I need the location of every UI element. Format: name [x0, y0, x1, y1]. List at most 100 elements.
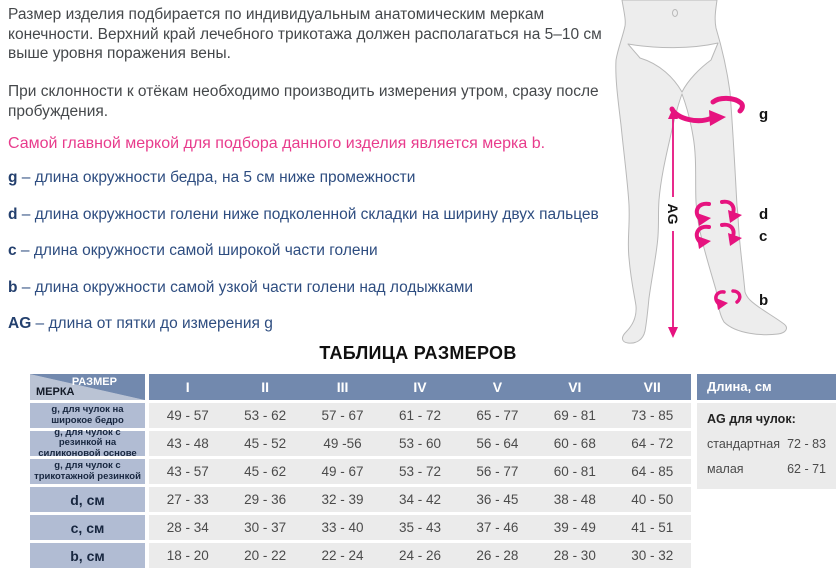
size-col-header: V: [492, 379, 503, 395]
d-point-label: d: [759, 206, 768, 223]
corner-measure-word: МЕРКА: [36, 386, 75, 398]
size-col-header: VII: [643, 379, 661, 395]
table-cell: 56 - 77: [476, 464, 519, 479]
table-cell: 53 - 60: [398, 436, 441, 451]
table-cell: 30 - 37: [244, 520, 287, 535]
table-cell: 64 - 85: [631, 464, 674, 479]
table-cell: 45 - 52: [244, 436, 287, 451]
size-col-headers: I II III IV V VI VII: [149, 374, 691, 400]
intro-paragraph-1: Размер изделия подбирается по индивидуал…: [8, 6, 602, 62]
length-panel-rows: стандартная 72 - 83 малая 62 - 71: [707, 437, 826, 476]
table-cell: 73 - 85: [631, 408, 674, 423]
measurement-key: b: [8, 278, 18, 296]
table-cell: 30 - 32: [631, 548, 674, 563]
table-cell: 43 - 48: [166, 436, 209, 451]
table-cell: 34 - 42: [398, 492, 441, 507]
intro-paragraph-2: При склонности к отёкам необходимо произ…: [8, 83, 599, 120]
row-label: c, см: [30, 515, 145, 540]
table-cell: 65 - 77: [476, 408, 519, 423]
size-table-header-row: РАЗМЕР МЕРКА I II III IV V VI VII: [30, 374, 691, 400]
row-values: 18 - 20 20 - 22 22 - 24 24 - 26 26 - 28 28 - …: [149, 543, 691, 568]
table-row: g, для чулок с трикотажной резинкой 43 - …: [30, 459, 691, 484]
measurement-desc: – длина окружности самой широкой части г…: [16, 242, 378, 259]
intro-highlight: Самой главной меркой для подбора данного…: [8, 135, 546, 152]
d-arrow: [694, 199, 742, 226]
b-arrow: [714, 289, 742, 310]
measurement-key: c: [8, 242, 17, 259]
table-row: d, см 27 - 33 29 - 36 32 - 39 34 - 42 36 - 45…: [30, 487, 691, 512]
table-cell: 29 - 36: [244, 492, 287, 507]
c-arrow: [694, 222, 742, 249]
size-col-header: IV: [413, 379, 427, 395]
size-col-header: III: [336, 379, 349, 395]
table-cell: 28 - 34: [166, 520, 209, 535]
table-cell: 49 - 67: [321, 464, 364, 479]
measurement-def-ag: AG – длина от пятки до измерения g: [8, 314, 628, 334]
length-panel-body: AG для чулок: стандартная 72 - 83 малая 62 …: [697, 403, 836, 489]
length-row: стандартная 72 - 83: [707, 437, 826, 451]
table-cell: 20 - 22: [244, 548, 287, 563]
g-arrow: [669, 95, 745, 126]
table-cell: 36 - 45: [476, 492, 519, 507]
row-values: 49 - 57 53 - 62 57 - 67 61 - 72 65 - 77 69 - …: [149, 403, 691, 428]
row-label: g, для чулок с трикотажной резинкой: [30, 459, 145, 484]
ag-label: AG: [665, 204, 681, 225]
b-point-label: b: [759, 292, 768, 309]
table-cell: 49 -56: [323, 436, 362, 451]
length-row-value: 72 - 83: [787, 437, 826, 451]
length-row-label: стандартная: [707, 437, 780, 451]
panty: [627, 42, 719, 93]
length-row-value: 62 - 71: [787, 462, 826, 476]
g-point-label: g: [759, 106, 768, 123]
table-cell: 26 - 28: [476, 548, 519, 563]
measurement-desc: – длина окружности самой узкой части гол…: [17, 278, 474, 296]
table-cell: 57 - 67: [321, 408, 364, 423]
measurement-def-b: b – длина окружности самой узкой части г…: [8, 278, 628, 298]
row-label: b, см: [30, 543, 145, 568]
table-cell: 18 - 20: [166, 548, 209, 563]
length-panel-subtitle: AG для чулок:: [707, 412, 796, 426]
table-cell: 45 - 62: [244, 464, 287, 479]
size-table-corner-cell: РАЗМЕР МЕРКА: [30, 374, 145, 400]
table-cell: 69 - 81: [553, 408, 596, 423]
measurement-desc: – длина окружности бедра, на 5 см ниже п…: [17, 169, 416, 186]
table-cell: 27 - 33: [166, 492, 209, 507]
table-row: g, для чулок с резинкой на силиконовой о…: [30, 427, 691, 459]
table-row: c, см 28 - 34 30 - 37 33 - 40 35 - 43 37 - 46…: [30, 515, 691, 540]
navel: [672, 9, 678, 17]
table-cell: 37 - 46: [476, 520, 519, 535]
table-row: g, для чулок на широкое бедро 49 - 57 53 -…: [30, 403, 691, 428]
row-label: g, для чулок с резинкой на силиконовой о…: [30, 427, 145, 459]
table-cell: 41 - 51: [631, 520, 674, 535]
table-cell: 22 - 24: [321, 548, 364, 563]
table-cell: 56 - 64: [476, 436, 519, 451]
table-cell: 32 - 39: [321, 492, 364, 507]
size-table-title: ТАБЛИЦА РАЗМЕРОВ: [319, 343, 517, 363]
table-cell: 33 - 40: [321, 520, 364, 535]
table-cell: 53 - 62: [244, 408, 287, 423]
table-cell: 60 - 68: [553, 436, 596, 451]
row-values: 27 - 33 29 - 36 32 - 39 34 - 42 36 - 45 38 - …: [149, 487, 691, 512]
table-cell: 61 - 72: [398, 408, 441, 423]
size-col-header: VI: [568, 379, 582, 395]
c-point-label: c: [759, 228, 767, 245]
table-cell: 38 - 48: [553, 492, 596, 507]
table-cell: 39 - 49: [553, 520, 596, 535]
length-panel: Длина, см AG для чулок: стандартная 72 - …: [697, 374, 836, 489]
measurement-desc: – длина от пятки до измерения g: [31, 315, 273, 332]
measurement-key: AG: [8, 315, 32, 332]
measurement-key: d: [8, 205, 18, 223]
corner-size-word: РАЗМЕР: [71, 376, 117, 388]
body-silhouette: [615, 0, 787, 344]
size-col-header: II: [261, 379, 270, 395]
table-cell: 24 - 26: [398, 548, 441, 563]
table-cell: 43 - 57: [166, 464, 209, 479]
table-cell: 60 - 81: [553, 464, 596, 479]
table-cell: 49 - 57: [166, 408, 209, 423]
table-row: b, см 18 - 20 20 - 22 22 - 24 24 - 26 26 - 28…: [30, 543, 691, 568]
table-cell: 28 - 30: [553, 548, 596, 563]
length-row: малая 62 - 71: [707, 462, 826, 476]
size-table-body: g, для чулок на широкое бедро 49 - 57 53 -…: [30, 403, 691, 568]
measurement-def-g: g – длина окружности бедра, на 5 см ниже…: [8, 168, 628, 188]
